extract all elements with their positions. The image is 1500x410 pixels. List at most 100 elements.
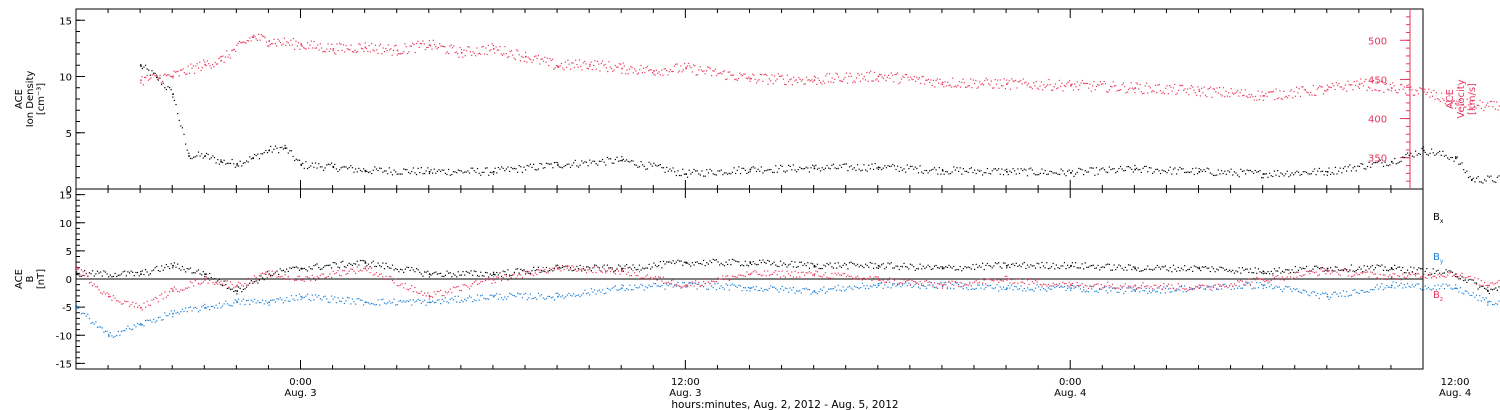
velocity-series-point	[1097, 84, 1099, 86]
bx-series-point	[921, 268, 923, 270]
velocity-series-point	[465, 50, 468, 52]
ion-density-series-point	[1039, 172, 1041, 174]
ion-density-series-point	[818, 167, 820, 169]
ion-density-series-anchor	[428, 171, 431, 173]
by-series-point	[101, 327, 103, 329]
bx-series-point	[1142, 270, 1144, 272]
velocity-series-point	[1059, 85, 1062, 88]
bx-series-point	[1188, 268, 1191, 270]
velocity-series-anchor	[396, 49, 399, 52]
bx-series-point	[1179, 270, 1181, 272]
velocity-series-point	[1249, 96, 1252, 98]
velocity-series-point	[873, 71, 876, 74]
bx-series-point	[1073, 265, 1075, 268]
velocity-series-point	[495, 46, 497, 48]
ion-density-series-point	[908, 168, 910, 170]
velocity-series-point	[725, 78, 727, 81]
ion-density-series-point	[917, 172, 920, 174]
velocity-series-point	[146, 74, 148, 76]
velocity-series-anchor	[1455, 102, 1457, 105]
ion-density-series-point	[1405, 153, 1407, 156]
velocity-series-point	[344, 51, 346, 53]
ion-density-series-point	[1360, 162, 1362, 165]
velocity-series-point	[1204, 94, 1207, 96]
bx-series-point	[319, 268, 321, 270]
velocity-series-point	[176, 71, 178, 73]
velocity-series-point	[580, 65, 582, 68]
bx-series-point	[1187, 268, 1189, 271]
velocity-series-point	[1425, 93, 1427, 95]
velocity-series-point	[1399, 84, 1402, 86]
velocity-series-point	[907, 76, 909, 78]
ion-density-series-point	[319, 166, 321, 168]
bx-series-point	[324, 265, 326, 267]
velocity-series-point	[1071, 83, 1073, 85]
bx-series-point	[225, 283, 227, 286]
ion-density-series-point	[579, 164, 581, 166]
ion-density-series-point	[863, 164, 865, 166]
bx-series-point	[1145, 268, 1147, 270]
velocity-series-point	[558, 66, 560, 68]
by-series-point	[114, 335, 116, 338]
velocity-series-point	[341, 49, 343, 51]
velocity-series-point	[217, 63, 219, 65]
ion-density-series-point	[959, 167, 961, 169]
bx-series-point	[1386, 269, 1388, 271]
velocity-series-point	[335, 53, 337, 55]
velocity-series-point	[752, 73, 754, 75]
velocity-series-point	[745, 77, 747, 79]
velocity-series-point	[444, 46, 446, 48]
velocity-series-point	[1320, 86, 1322, 88]
ion-density-series-point	[1217, 169, 1219, 171]
by-series-anchor	[1326, 295, 1329, 298]
bx-series-point	[255, 280, 257, 282]
bx-series-point	[1243, 269, 1245, 271]
ion-density-series-point	[321, 166, 323, 168]
bx-series-point	[771, 263, 774, 265]
ion-density-series-point	[1278, 175, 1280, 177]
bx-series-point	[1491, 289, 1494, 291]
by-series-point	[146, 319, 148, 321]
bx-series-point	[451, 276, 453, 278]
bx-series-point	[1278, 267, 1280, 269]
velocity-series-point	[1093, 80, 1095, 83]
velocity-series-point	[351, 51, 354, 53]
ion-density-series-anchor	[1423, 149, 1425, 152]
ion-density-series-point	[986, 167, 989, 170]
ion-density-series-point	[1275, 174, 1277, 176]
bx-series-point	[374, 265, 376, 268]
velocity-series-point	[843, 78, 845, 80]
velocity-series-point	[581, 69, 583, 71]
velocity-series-point	[567, 59, 569, 61]
velocity-series-point	[787, 80, 790, 83]
velocity-series-point	[649, 69, 651, 71]
ion-density-series-point	[311, 162, 313, 164]
ion-density-series-point	[398, 173, 400, 175]
bx-series-point	[141, 270, 143, 272]
bx-series-point	[407, 266, 410, 269]
velocity-series-point	[155, 74, 157, 77]
velocity-series-point	[474, 55, 477, 57]
velocity-series-anchor	[813, 79, 816, 82]
ion-density-series-point	[810, 167, 812, 169]
bx-series-point	[1320, 267, 1322, 269]
ion-density-series-point	[351, 167, 354, 169]
velocity-series-point	[1016, 87, 1018, 89]
velocity-series-point	[457, 52, 459, 55]
ion-density-series-point	[1115, 172, 1117, 174]
velocity-series-point	[1252, 96, 1254, 98]
ion-density-series-point	[1087, 171, 1090, 173]
bx-series-point	[585, 266, 588, 268]
ion-density-series-point	[597, 164, 599, 166]
bx-series-point	[1362, 271, 1364, 273]
ion-density-series-point	[1424, 151, 1426, 154]
bx-series-point	[298, 269, 301, 271]
velocity-series-point	[396, 54, 398, 56]
bx-series-point	[840, 266, 843, 269]
bx-series-point	[1249, 268, 1252, 270]
velocity-series-point	[814, 76, 817, 79]
bx-series-point	[776, 265, 778, 267]
bx-series-point	[124, 270, 126, 272]
ion-density-series-point	[343, 166, 345, 168]
by-series-point	[128, 327, 131, 329]
